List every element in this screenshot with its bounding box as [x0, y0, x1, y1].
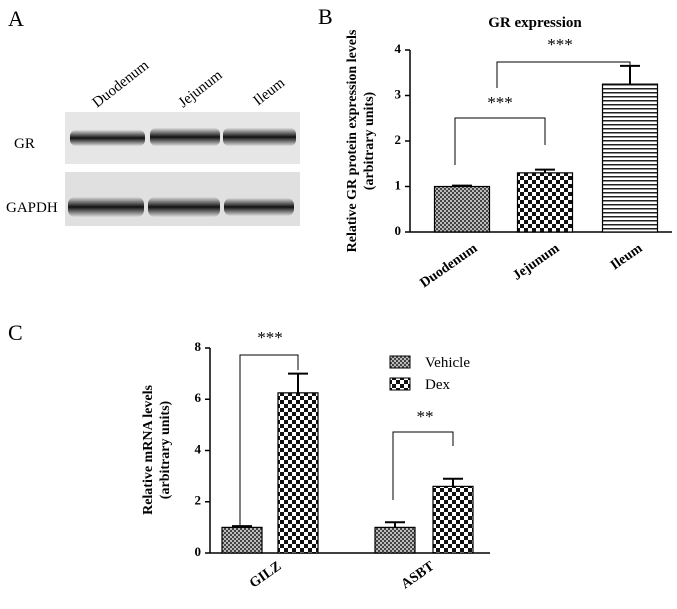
x-tick-label: Duodenum: [418, 241, 481, 291]
annotation: ***: [487, 93, 513, 112]
bar: [432, 485, 474, 554]
error-bar: [385, 521, 405, 528]
y-axis-label: Relative mRNA levels: [141, 385, 156, 515]
panel-label: A: [8, 6, 24, 31]
y-tick-label: 3: [395, 86, 402, 101]
bar: [221, 526, 263, 554]
error-bar: [288, 372, 308, 393]
lane-label: Jejunum: [176, 67, 226, 111]
significance-bracket: [392, 431, 454, 500]
legend-label: Dex: [425, 377, 450, 393]
error-bar: [620, 64, 640, 85]
significance-bracket: [454, 117, 546, 165]
y-tick-label: 4: [395, 41, 402, 56]
error-bar: [443, 477, 463, 487]
x-tick-label: GILZ: [247, 559, 284, 591]
chart-title: GR expression: [488, 15, 582, 31]
bar: [277, 392, 319, 554]
row-label: GAPDH: [6, 200, 58, 216]
legend-swatch: [389, 355, 411, 369]
y-tick-label: 6: [195, 390, 202, 405]
panel-label: B: [318, 4, 333, 29]
x-tick-label: Jejunum: [510, 241, 562, 284]
annotation: **: [417, 407, 434, 426]
y-axis-label: (arbitrary units): [158, 400, 173, 499]
lane-label: Ileum: [251, 75, 289, 109]
y-axis-label: (arbitrary units): [362, 91, 377, 190]
western-blot: [65, 112, 300, 226]
x-tick-label: Ileum: [608, 241, 646, 274]
bar: [433, 185, 491, 233]
lane-label: Duodenum: [90, 57, 153, 111]
y-tick-label: 0: [395, 223, 402, 238]
y-tick-label: 0: [195, 544, 202, 559]
annotation: ***: [547, 35, 573, 54]
bar: [374, 526, 416, 554]
bar: [601, 83, 659, 233]
y-tick-label: 2: [195, 493, 202, 508]
annotation: ***: [257, 328, 283, 347]
bar: [516, 172, 574, 233]
legend-swatch: [389, 377, 411, 391]
error-bar: [232, 525, 252, 528]
y-tick-label: 1: [395, 177, 402, 192]
error-bar: [452, 184, 472, 187]
error-bar: [535, 168, 555, 173]
y-tick-label: 8: [195, 339, 202, 354]
y-tick-label: 2: [395, 132, 402, 147]
y-tick-label: 4: [195, 441, 202, 456]
legend-label: Vehicle: [425, 355, 470, 371]
row-label: GR: [14, 136, 35, 152]
x-tick-label: ASBT: [399, 559, 438, 593]
y-axis-label: Relative GR protein expression levels: [345, 29, 360, 252]
significance-bracket: [496, 61, 631, 88]
panel-label: C: [8, 320, 23, 345]
significance-bracket: [239, 354, 299, 525]
